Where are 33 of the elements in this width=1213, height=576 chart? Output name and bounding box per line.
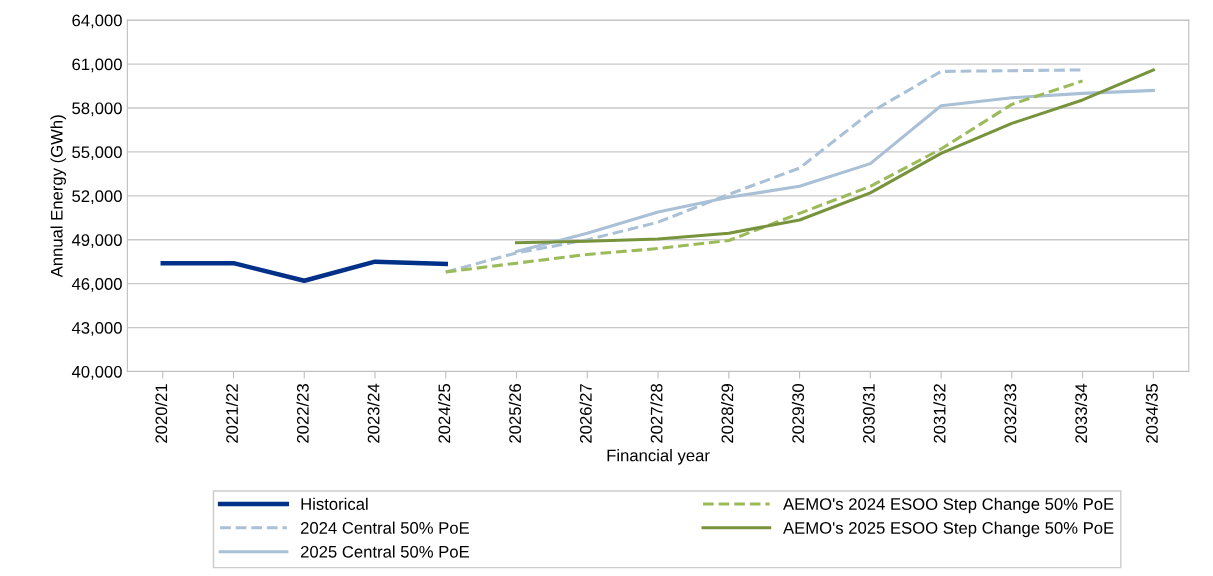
legend-label: 2024 Central 50% PoE	[300, 521, 469, 534]
line-series	[160, 259, 448, 283]
x-tick-label: 2028/29	[721, 384, 734, 443]
x-axis-title: Financial year	[607, 449, 710, 465]
y-tick-label: 46,000	[71, 278, 122, 292]
legend-label: 2025 Central 50% PoE	[300, 545, 469, 558]
x-tick-label: 2030/31	[862, 384, 875, 443]
y-tick-label: 49,000	[71, 234, 122, 248]
y-axis-title: Annual Energy (GWh)	[50, 115, 66, 278]
x-tick-label: 2021/22	[225, 384, 238, 443]
x-tick-label: 2032/33	[1004, 384, 1017, 443]
y-tick-label: 58,000	[72, 102, 122, 117]
y-tick-label: 43,000	[71, 322, 122, 336]
x-tick-label: 2034/35	[1145, 384, 1158, 443]
y-tick-label: 40,000	[71, 365, 122, 380]
x-tick-label: 2031/32	[933, 384, 946, 443]
x-tick-label: 2025/26	[508, 384, 522, 443]
legend-label: AEMO's 2025 ESOO Step Change 50% PoE	[783, 521, 1114, 538]
x-tick-label: 2029/30	[791, 383, 805, 443]
y-tick-label: 61,000	[72, 58, 122, 73]
legend-label: AEMO's 2024 ESOO Step Change 50% PoE	[783, 497, 1114, 514]
x-tick-label: 2022/23	[296, 384, 309, 443]
y-tick-label: 52,000	[72, 190, 122, 205]
x-tick-label: 2023/24	[367, 383, 380, 443]
legend-label: Historical	[301, 497, 368, 510]
x-tick-label: 2020/21	[154, 384, 168, 443]
line-series	[515, 68, 1155, 245]
x-tick-label: 2027/28	[650, 384, 663, 443]
x-tick-label: 2024/25	[438, 384, 451, 443]
y-tick-label: 55,000	[72, 146, 122, 161]
x-tick-label: 2026/27	[579, 384, 592, 443]
y-tick-label: 64,000	[72, 14, 122, 29]
x-tick-label: 2033/34	[1074, 383, 1088, 443]
